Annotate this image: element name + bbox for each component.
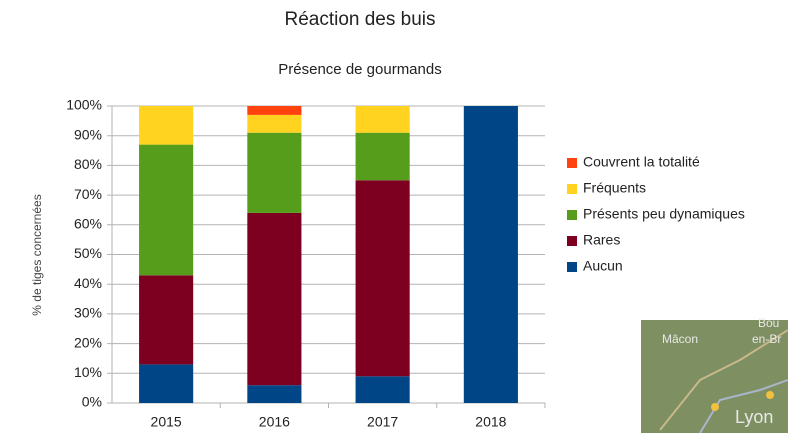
x-tick-label: 2016 bbox=[259, 414, 290, 430]
y-tick-label: 80% bbox=[74, 156, 102, 172]
chart-title: Réaction des buis bbox=[284, 9, 435, 30]
x-tick-label: 2017 bbox=[367, 414, 398, 430]
y-tick-label: 70% bbox=[74, 186, 102, 202]
bar-segment bbox=[464, 106, 518, 403]
map-label: en-Br bbox=[752, 332, 781, 346]
bar-segment bbox=[356, 180, 410, 376]
y-tick-label: 60% bbox=[74, 216, 102, 232]
legend-label: Rares bbox=[583, 232, 620, 248]
y-tick-label: 30% bbox=[74, 305, 102, 321]
map-marker bbox=[711, 403, 719, 411]
legend-swatch bbox=[567, 158, 577, 168]
y-tick-label: 50% bbox=[74, 245, 102, 261]
x-tick-label: 2018 bbox=[475, 414, 506, 430]
y-tick-label: 90% bbox=[74, 126, 102, 142]
bar-segment bbox=[356, 376, 410, 403]
bar-segment bbox=[247, 385, 301, 403]
map-marker bbox=[766, 391, 774, 399]
legend-label: Aucun bbox=[583, 258, 623, 274]
y-tick-label: 40% bbox=[74, 275, 102, 291]
map-label: Mâcon bbox=[662, 332, 698, 346]
bar-segment bbox=[356, 133, 410, 181]
legend-swatch bbox=[567, 184, 577, 194]
bar-segment bbox=[139, 364, 193, 403]
bar-segment bbox=[139, 106, 193, 145]
x-tick-label: 2015 bbox=[151, 414, 182, 430]
bar-segment bbox=[247, 133, 301, 213]
bar-segment bbox=[139, 275, 193, 364]
legend-label: Présents peu dynamiques bbox=[583, 206, 745, 222]
y-tick-label: 10% bbox=[74, 364, 102, 380]
bar-segment bbox=[247, 106, 301, 115]
y-tick-label: 0% bbox=[82, 394, 102, 410]
y-axis-label: % de tiges concernées bbox=[30, 194, 44, 315]
legend-swatch bbox=[567, 210, 577, 220]
bar-segment bbox=[247, 115, 301, 133]
legend-swatch bbox=[567, 262, 577, 272]
bar-segment bbox=[139, 145, 193, 276]
map-label: Lyon bbox=[735, 407, 773, 427]
bar-segment bbox=[356, 106, 410, 133]
chart-subtitle: Présence de gourmands bbox=[278, 61, 441, 78]
chart: Réaction des buis Présence de gourmands … bbox=[0, 0, 788, 433]
y-tick-label: 100% bbox=[66, 97, 102, 113]
y-tick-label: 20% bbox=[74, 334, 102, 350]
legend-swatch bbox=[567, 236, 577, 246]
map-label: Bou bbox=[758, 316, 779, 330]
legend-label: Couvrent la totalité bbox=[583, 154, 700, 170]
legend-label: Fréquents bbox=[583, 180, 646, 196]
bar-segment bbox=[247, 213, 301, 385]
